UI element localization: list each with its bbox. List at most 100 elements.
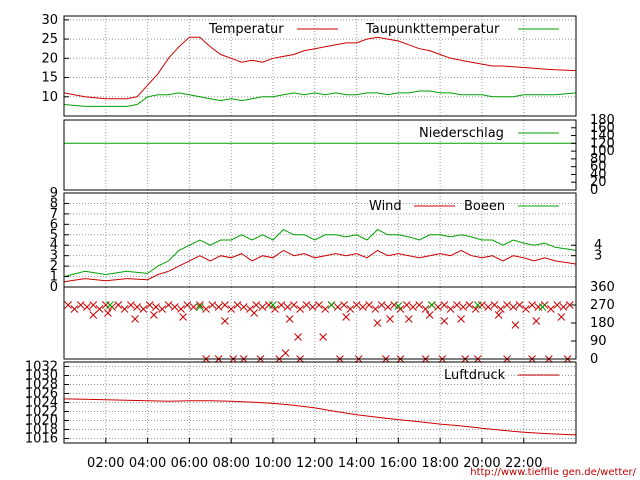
wind-direction-marker-stroke [131,315,139,323]
wind-direction-marker-stroke [104,309,112,317]
wind-direction-marker-stroke [177,305,185,313]
wind-direction-point [346,305,355,313]
wind-direction-point [538,303,547,311]
wind-direction-point [459,303,468,311]
wind-direction-marker-stroke [271,305,279,313]
wind-direction-point [183,301,192,309]
x-tick-label: 04:00 [129,456,166,471]
wind-direction-point [315,301,323,309]
wind-direction-point [106,301,114,309]
series-boeen-line [63,228,577,278]
y-tick-label-right: 120 [590,136,615,151]
y-tick-label-right: 180 [590,316,615,331]
frame-layer [63,15,577,444]
panel-frame-precipitation [63,119,577,191]
panel-frame-wind-direction [63,286,577,360]
wind-direction-marker-stroke [440,301,449,309]
wind-direction-point [164,301,173,309]
wind-direction-marker-stroke [528,301,536,309]
wind-direction-point [95,305,104,313]
wind-direction-point [281,349,290,357]
wind-direction-point [277,301,286,309]
wind-direction-point [409,303,417,311]
panel-frame-temperature [63,15,577,117]
wind-direction-point [425,311,434,319]
wind-direction-marker-stroke [547,305,555,313]
wind-direction-point [509,303,518,311]
wind-direction-marker-stroke [114,301,123,309]
y-tick-label-right: 3 [594,249,602,264]
x-tick-label: 20:00 [463,456,500,471]
wind-direction-point [457,315,465,323]
wind-direction-point [179,313,187,321]
wind-direction-marker-stroke [89,311,98,319]
wind-direction-point [434,303,442,311]
wind-direction-point [415,301,424,309]
y-tick-label: 0 [50,280,58,295]
wind-direction-marker-stroke [221,317,229,325]
wind-direction-point [453,301,461,309]
wind-direction-marker-stroke [446,305,455,313]
wind-direction-point [553,301,562,309]
y-tick-label: 1028 [25,378,58,393]
wind-direction-marker-stroke [473,301,482,309]
wind-direction-marker-stroke [227,305,236,313]
wind-direction-marker-stroke [189,303,198,311]
wind-direction-marker-stroke [321,305,330,313]
wind-direction-marker-stroke [503,301,511,309]
wind-direction-marker-stroke [95,305,104,313]
legend-label: Wind [369,199,402,214]
wind-direction-marker-stroke [294,333,302,341]
wind-direction-point [386,315,394,323]
wind-direction-marker-stroke [532,317,541,325]
wind-direction-marker-stroke [258,303,267,311]
y-tick-label: 4 [50,238,58,253]
wind-direction-marker-stroke [150,311,158,319]
legend-label: Boeen [464,199,505,214]
wind-direction-marker-stroke [76,301,85,309]
wind-direction-point [152,303,160,311]
series-temperatur-line [63,36,577,100]
wind-direction-point [327,301,336,309]
wind-direction-marker-stroke [553,301,562,309]
wind-direction-point [294,333,302,341]
y-tick-label-right: 360 [590,280,615,295]
x-tick-label: 12:00 [296,456,333,471]
wind-direction-point [515,301,524,309]
wind-direction-marker-stroke [179,313,187,321]
y-tick-label: 30 [41,13,58,28]
wind-direction-point [333,303,342,311]
wind-direction-marker-stroke [402,301,411,309]
wind-direction-marker-stroke [490,301,499,309]
wind-direction-marker-stroke [64,301,73,309]
y-tick-label-right: 160 [590,121,615,136]
wind-direction-point [283,303,292,311]
wind-direction-point [559,303,568,311]
wind-direction-point [89,311,98,319]
wind-direction-point [494,311,503,319]
wind-direction-marker-stroke [511,321,520,329]
y-tick-label: 5 [50,228,58,243]
wind-direction-point [365,301,373,309]
wind-direction-point [404,315,413,323]
wind-direction-point [114,301,123,309]
wind-direction-marker-stroke [459,303,468,311]
wind-direction-point [83,303,91,311]
wind-direction-point [384,303,392,311]
wind-direction-marker-stroke [521,305,530,313]
y-tick-label: 1026 [25,387,58,402]
y-tick-label-right: 0 [590,183,598,198]
wind-direction-point [221,301,229,309]
wind-direction-marker-stroke [465,301,474,309]
y-tick-label-right: 20 [590,175,607,190]
wind-direction-marker-stroke [396,305,405,313]
wind-direction-marker-stroke [515,301,524,309]
wind-direction-point [532,317,541,325]
wind-direction-marker-stroke [290,301,298,309]
wind-direction-point [319,333,327,341]
y-tick-label-right: 140 [590,129,615,144]
wind-direction-marker-stroke [239,303,248,311]
wind-direction-point [440,317,449,325]
wind-direction-marker-stroke [557,313,566,321]
